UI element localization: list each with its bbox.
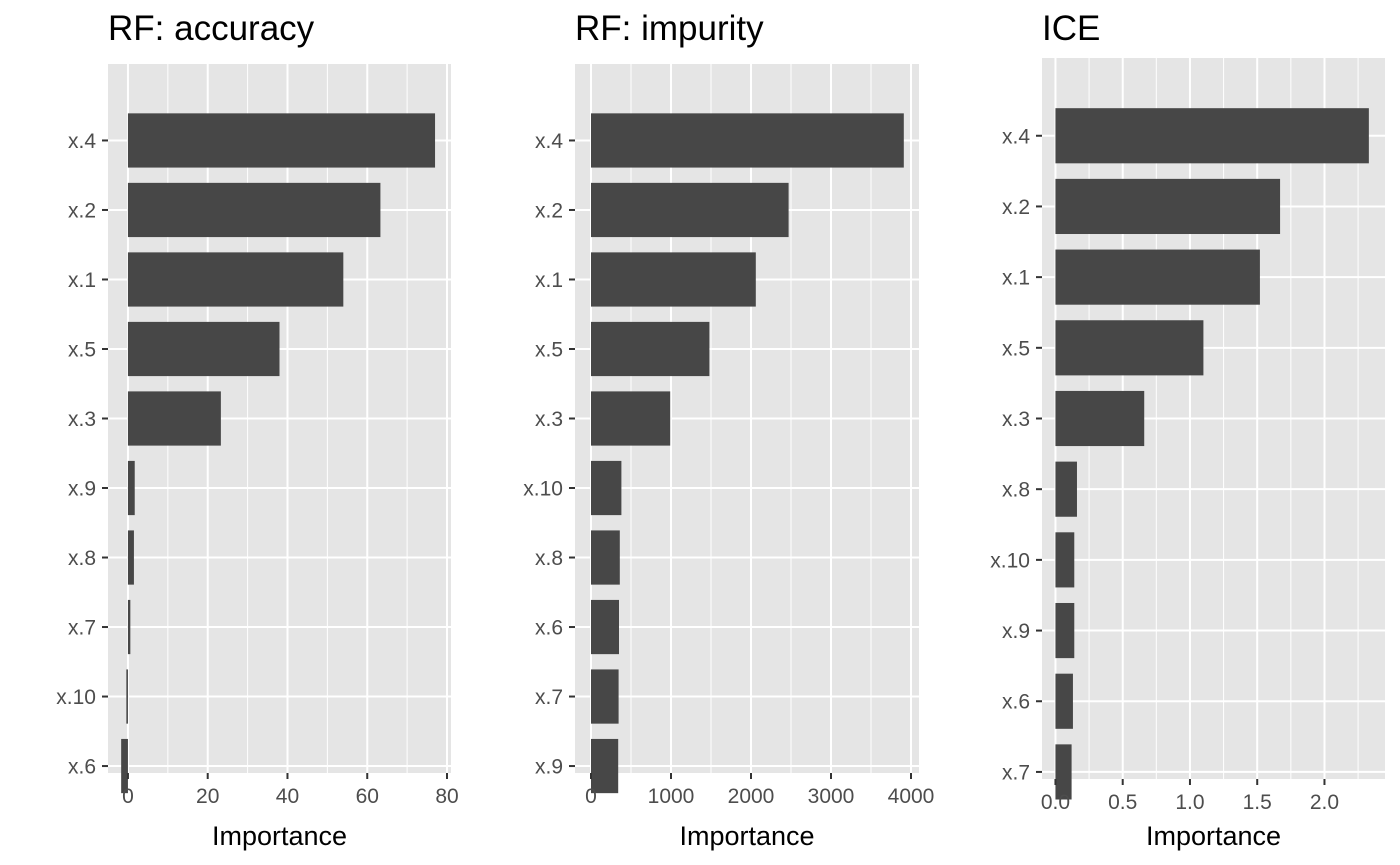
y-tick-label: x.9 bbox=[1002, 620, 1030, 643]
chart-panel-1: x.4 x.2 x.1 x.5 x.3 x.9 x.8 x.7 x.10 x.6 0 20 40 60 80… bbox=[56, 9, 458, 851]
y-tick-label: x.7 bbox=[535, 686, 563, 709]
y-tick-label: x.9 bbox=[68, 478, 96, 501]
chart-panel-3: x.4 x.2 x.1 x.5 x.3 x.8 x.10 x.9 x.6 x.7 0.0 0.5 1.0… bbox=[990, 9, 1385, 851]
y-tick-label: x.5 bbox=[68, 338, 96, 361]
x-tick-label: 20 bbox=[196, 785, 219, 808]
bar-x-5 bbox=[127, 321, 280, 377]
x-tick-label: 3000 bbox=[808, 785, 855, 808]
x-axis-title: Importance bbox=[679, 821, 814, 851]
y-tick-label: x.10 bbox=[56, 686, 96, 709]
y-tick-label: x.2 bbox=[1002, 196, 1030, 219]
bar-x-9 bbox=[1055, 602, 1075, 659]
bar-x-5 bbox=[591, 321, 710, 377]
bar-x-3 bbox=[591, 391, 671, 446]
bar-x-8 bbox=[591, 530, 620, 585]
x-axis-title: Importance bbox=[212, 821, 347, 851]
y-tick-label: x.8 bbox=[535, 547, 563, 570]
y-tick-label: x.1 bbox=[1002, 267, 1030, 290]
y-tick-label: x.3 bbox=[68, 408, 96, 431]
bar-x-5 bbox=[1055, 320, 1204, 376]
bar-x-6 bbox=[1055, 673, 1073, 729]
y-tick-label: x.7 bbox=[1002, 761, 1030, 784]
bar-x-10 bbox=[591, 460, 622, 516]
x-tick-label: 40 bbox=[276, 785, 299, 808]
bar-x-2 bbox=[591, 182, 789, 238]
x-tick-label: 1000 bbox=[648, 785, 695, 808]
y-tick-label: x.3 bbox=[535, 408, 563, 431]
y-tick-label: x.4 bbox=[535, 130, 563, 153]
bar-x-2 bbox=[1055, 178, 1281, 235]
x-tick-label: 2000 bbox=[728, 785, 775, 808]
x-tick-label: 0 bbox=[122, 785, 134, 808]
panel-title: RF: accuracy bbox=[108, 9, 315, 48]
y-tick-label: x.5 bbox=[535, 338, 563, 361]
x-tick-label: 80 bbox=[435, 785, 458, 808]
bar-x-1 bbox=[127, 252, 344, 307]
x-tick-label: 1.5 bbox=[1243, 791, 1272, 814]
y-tick-label: x.4 bbox=[1002, 125, 1030, 148]
y-tick-label: x.8 bbox=[1002, 479, 1030, 502]
y-tick-label: x.4 bbox=[68, 130, 96, 153]
x-tick-label: 0.0 bbox=[1041, 791, 1070, 814]
x-tick-label: 2.0 bbox=[1310, 791, 1339, 814]
x-tick-label: 1.0 bbox=[1175, 791, 1204, 814]
bar-x-9 bbox=[591, 738, 619, 794]
y-tick-label: x.9 bbox=[535, 756, 563, 779]
bar-x-4 bbox=[591, 113, 904, 168]
bar-x-8 bbox=[1055, 461, 1077, 517]
y-tick-label: x.10 bbox=[990, 549, 1030, 572]
x-tick-label: 0.5 bbox=[1108, 791, 1137, 814]
panel-title: RF: impurity bbox=[575, 9, 764, 48]
bar-x-1 bbox=[1055, 249, 1260, 305]
bar-x-7 bbox=[1055, 744, 1072, 800]
y-tick-label: x.6 bbox=[1002, 691, 1030, 714]
bar-x-3 bbox=[127, 391, 221, 446]
x-tick-label: 4000 bbox=[888, 785, 935, 808]
bar-x-7 bbox=[127, 599, 131, 655]
y-tick-label: x.7 bbox=[68, 617, 96, 640]
bar-x-10 bbox=[126, 669, 128, 724]
bar-x-4 bbox=[1055, 108, 1369, 164]
y-tick-label: x.2 bbox=[68, 199, 96, 222]
panel-title: ICE bbox=[1042, 9, 1100, 48]
y-tick-label: x.5 bbox=[1002, 337, 1030, 360]
bar-x-2 bbox=[127, 182, 381, 238]
bar-x-4 bbox=[127, 113, 436, 168]
bar-x-7 bbox=[591, 669, 619, 724]
x-tick-label: 0 bbox=[585, 785, 597, 808]
y-tick-label: x.6 bbox=[535, 617, 563, 640]
chart-panel-2: x.4 x.2 x.1 x.5 x.3 x.10 x.8 x.6 x.7 x.9 0 1000 2000… bbox=[523, 9, 934, 851]
bar-x-1 bbox=[591, 252, 756, 307]
x-tick-label: 60 bbox=[356, 785, 379, 808]
x-axis-title: Importance bbox=[1146, 821, 1281, 851]
y-tick-label: x.1 bbox=[535, 269, 563, 292]
bar-x-3 bbox=[1055, 390, 1145, 447]
y-tick-label: x.10 bbox=[523, 478, 563, 501]
bar-x-9 bbox=[127, 460, 135, 516]
bar-x-10 bbox=[1055, 532, 1075, 588]
y-tick-label: x.3 bbox=[1002, 408, 1030, 431]
y-tick-label: x.8 bbox=[68, 547, 96, 570]
y-tick-label: x.1 bbox=[68, 269, 96, 292]
bar-x-6 bbox=[591, 599, 619, 655]
bar-x-8 bbox=[127, 530, 134, 585]
y-tick-label: x.2 bbox=[535, 199, 563, 222]
bar-x-6 bbox=[121, 738, 128, 794]
y-tick-label: x.6 bbox=[68, 756, 96, 779]
